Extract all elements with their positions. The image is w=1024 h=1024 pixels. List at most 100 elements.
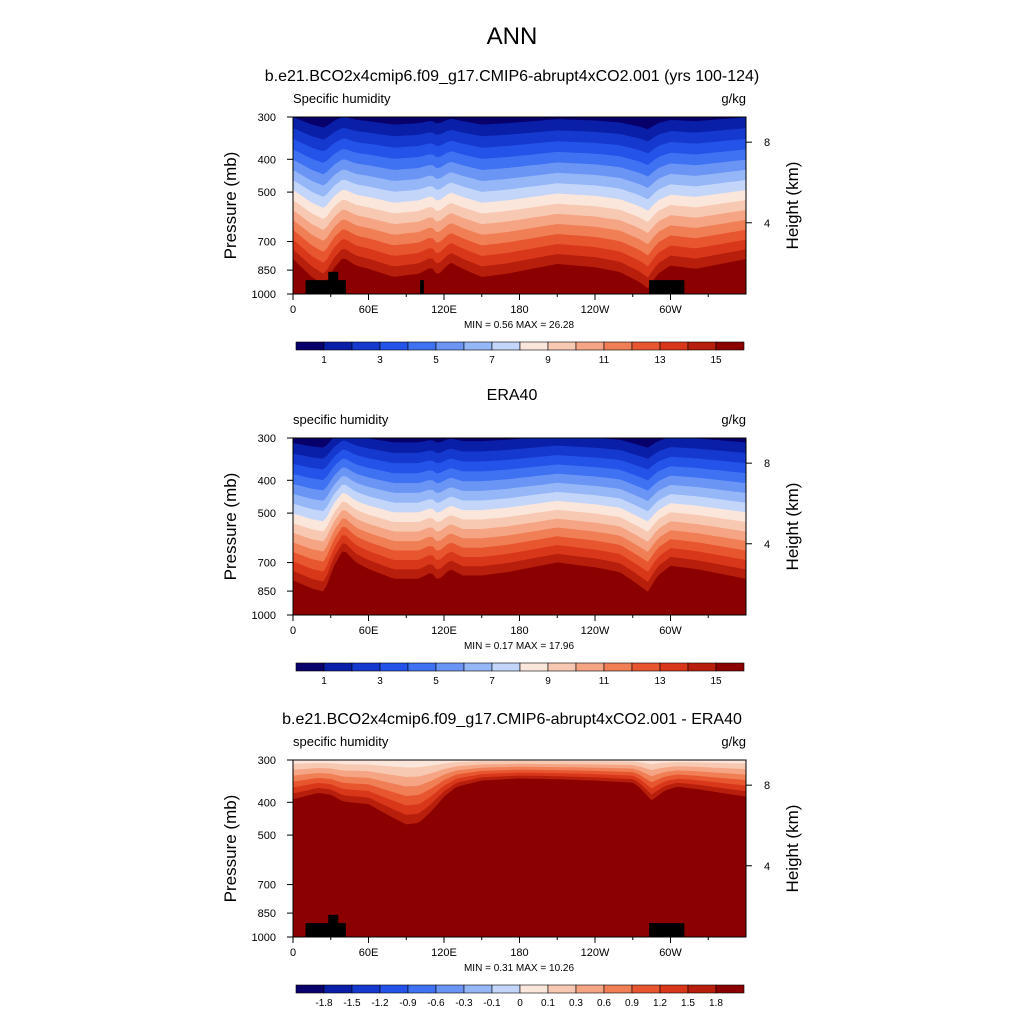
colorbar-swatch xyxy=(351,341,381,351)
colorbar-swatch xyxy=(351,662,381,672)
units-label: g/kg xyxy=(721,734,746,749)
colorbar-label: -1.2 xyxy=(371,998,389,1009)
y-right-tick-label: 4 xyxy=(764,861,770,873)
terrain-mask xyxy=(420,280,424,294)
contour-field xyxy=(293,438,746,615)
terrain-mask xyxy=(305,923,346,937)
panel-title: b.e21.BCO2x4cmip6.f09_g17.CMIP6-abrupt4x… xyxy=(282,711,742,728)
panel-3: b.e21.BCO2x4cmip6.f09_g17.CMIP6-abrupt4x… xyxy=(221,711,802,1009)
terrain-mask xyxy=(305,280,346,294)
colorbar-swatch xyxy=(519,341,549,351)
colorbar-swatch xyxy=(295,984,325,994)
colorbar-swatch xyxy=(463,341,493,351)
colorbar-label: 5 xyxy=(433,676,439,687)
contour-band xyxy=(293,551,746,615)
x-tick-label: 180 xyxy=(510,947,528,959)
colorbar-swatch xyxy=(715,662,745,672)
colorbar-swatch xyxy=(351,984,381,994)
colorbar-swatch xyxy=(603,984,633,994)
contour-field xyxy=(293,117,746,294)
variable-label: Specific humidity xyxy=(293,91,391,106)
colorbar-swatch xyxy=(379,341,409,351)
contour-field xyxy=(293,760,746,937)
colorbar-swatch xyxy=(323,984,353,994)
colorbar: 1 3 5 7 9 11 13 15 xyxy=(295,662,745,687)
colorbar-label: 1.2 xyxy=(653,998,667,1009)
colorbar-swatch xyxy=(435,984,465,994)
colorbar-swatch xyxy=(631,662,661,672)
units-label: g/kg xyxy=(721,412,746,427)
colorbar-swatch xyxy=(463,984,493,994)
variable-label: specific humidity xyxy=(293,734,389,749)
colorbar-swatch xyxy=(575,984,605,994)
y-tick-label: 700 xyxy=(258,237,276,249)
y-right-tick-label: 8 xyxy=(764,137,770,149)
y-right-tick-label: 4 xyxy=(764,539,770,551)
colorbar-swatch xyxy=(435,341,465,351)
colorbar-swatch xyxy=(603,341,633,351)
y-right-tick-label: 4 xyxy=(764,218,770,230)
colorbar-swatch xyxy=(463,662,493,672)
colorbar-swatch xyxy=(435,662,465,672)
colorbar-swatch xyxy=(379,984,409,994)
colorbar-swatch xyxy=(687,341,717,351)
stats-label: MIN = 0.17 MAX = 17.96 xyxy=(464,641,574,652)
colorbar-swatch xyxy=(547,984,577,994)
terrain-mask xyxy=(328,271,339,294)
colorbar-label: 15 xyxy=(710,355,722,366)
colorbar-label: 9 xyxy=(545,676,551,687)
colorbar-label: 7 xyxy=(489,355,495,366)
colorbar-label: 1 xyxy=(321,355,327,366)
colorbar-swatch xyxy=(659,662,689,672)
colorbar-swatch xyxy=(575,662,605,672)
colorbar-swatch xyxy=(547,662,577,672)
y-tick-label: 850 xyxy=(258,586,276,598)
panel-title: b.e21.BCO2x4cmip6.f09_g17.CMIP6-abrupt4x… xyxy=(265,68,759,85)
y-tick-label: 1000 xyxy=(252,932,276,944)
x-tick-label: 60E xyxy=(359,304,379,316)
x-tick-label: 0 xyxy=(290,947,296,959)
colorbar-label: 0 xyxy=(517,998,523,1009)
y-axis-right-title: Height (km) xyxy=(783,162,802,250)
y-right-tick-label: 8 xyxy=(764,780,770,792)
contour-band xyxy=(293,760,746,768)
colorbar-label: 11 xyxy=(599,676,610,687)
y-axis-title: Pressure (mb) xyxy=(221,152,240,260)
colorbar-label: 5 xyxy=(433,355,439,366)
colorbar-label: 1.5 xyxy=(681,998,695,1009)
x-tick-label: 120E xyxy=(431,947,457,959)
colorbar-label: 15 xyxy=(710,676,722,687)
x-tick-label: 60W xyxy=(659,947,682,959)
y-tick-label: 700 xyxy=(258,558,276,570)
colorbar-label: 13 xyxy=(654,355,666,366)
x-tick-label: 180 xyxy=(510,625,528,637)
x-tick-label: 60W xyxy=(659,304,682,316)
x-tick-label: 120W xyxy=(581,304,610,316)
x-tick-label: 180 xyxy=(510,304,528,316)
y-tick-label: 400 xyxy=(258,154,276,166)
colorbar-swatch xyxy=(519,662,549,672)
colorbar-swatch xyxy=(491,341,521,351)
stats-label: MIN = 0.56 MAX = 26.28 xyxy=(464,320,574,331)
colorbar-label: 0.6 xyxy=(597,998,611,1009)
x-tick-label: 60W xyxy=(659,625,682,637)
y-tick-label: 500 xyxy=(258,830,276,842)
x-tick-label: 120W xyxy=(581,947,610,959)
x-tick-label: 120E xyxy=(431,304,457,316)
colorbar-label: -0.3 xyxy=(455,998,473,1009)
colorbar-swatch xyxy=(379,662,409,672)
colorbar-label: -0.1 xyxy=(483,998,501,1009)
colorbar-swatch xyxy=(715,984,745,994)
colorbar-label: 1.8 xyxy=(709,998,723,1009)
colorbar-swatch xyxy=(295,662,325,672)
y-tick-label: 700 xyxy=(258,880,276,892)
x-tick-label: 60E xyxy=(359,625,379,637)
colorbar-label: 3 xyxy=(377,355,383,366)
terrain-mask xyxy=(649,280,685,294)
colorbar: 1 3 5 7 9 11 13 15 xyxy=(295,341,745,366)
colorbar-swatch xyxy=(407,341,437,351)
y-axis-title: Pressure (mb) xyxy=(221,795,240,903)
colorbar-swatch xyxy=(715,341,745,351)
x-tick-label: 0 xyxy=(290,625,296,637)
